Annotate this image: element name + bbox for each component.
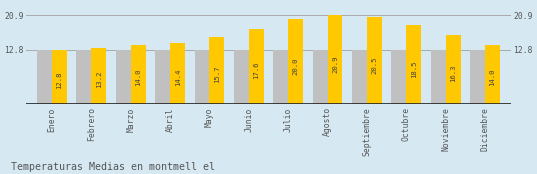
Bar (130, 45, 146, 104)
Bar (91, 48, 106, 104)
Bar (485, 45, 500, 104)
Text: 12.8: 12.8 (56, 71, 62, 89)
Bar (446, 35, 461, 104)
Text: 20.0: 20.0 (293, 57, 299, 75)
Text: 20.9: 20.9 (332, 56, 338, 73)
Bar (209, 37, 224, 104)
Bar (273, 50, 288, 104)
Bar (313, 50, 328, 104)
Bar (367, 17, 382, 104)
Bar (249, 29, 264, 104)
Text: 14.0: 14.0 (489, 69, 496, 86)
Bar (116, 50, 130, 104)
Bar (352, 50, 367, 104)
Bar (37, 50, 52, 104)
Text: 14.0: 14.0 (135, 69, 141, 86)
Text: Temperaturas Medias en montmell el: Temperaturas Medias en montmell el (11, 162, 215, 172)
Bar (76, 50, 91, 104)
Bar (155, 50, 170, 104)
Bar (391, 50, 407, 104)
Bar (234, 50, 249, 104)
Bar (170, 43, 185, 104)
Text: 14.4: 14.4 (175, 68, 180, 85)
Text: 16.3: 16.3 (450, 64, 456, 82)
Bar (431, 50, 446, 104)
Text: 18.5: 18.5 (411, 60, 417, 78)
Bar (328, 15, 343, 104)
Bar (407, 25, 421, 104)
Bar (470, 50, 485, 104)
Bar (194, 50, 209, 104)
Text: 13.2: 13.2 (96, 70, 102, 88)
Bar (288, 19, 303, 104)
Text: 17.6: 17.6 (253, 62, 259, 79)
Text: 20.5: 20.5 (372, 56, 378, 74)
Text: 15.7: 15.7 (214, 65, 220, 83)
Bar (52, 50, 67, 104)
